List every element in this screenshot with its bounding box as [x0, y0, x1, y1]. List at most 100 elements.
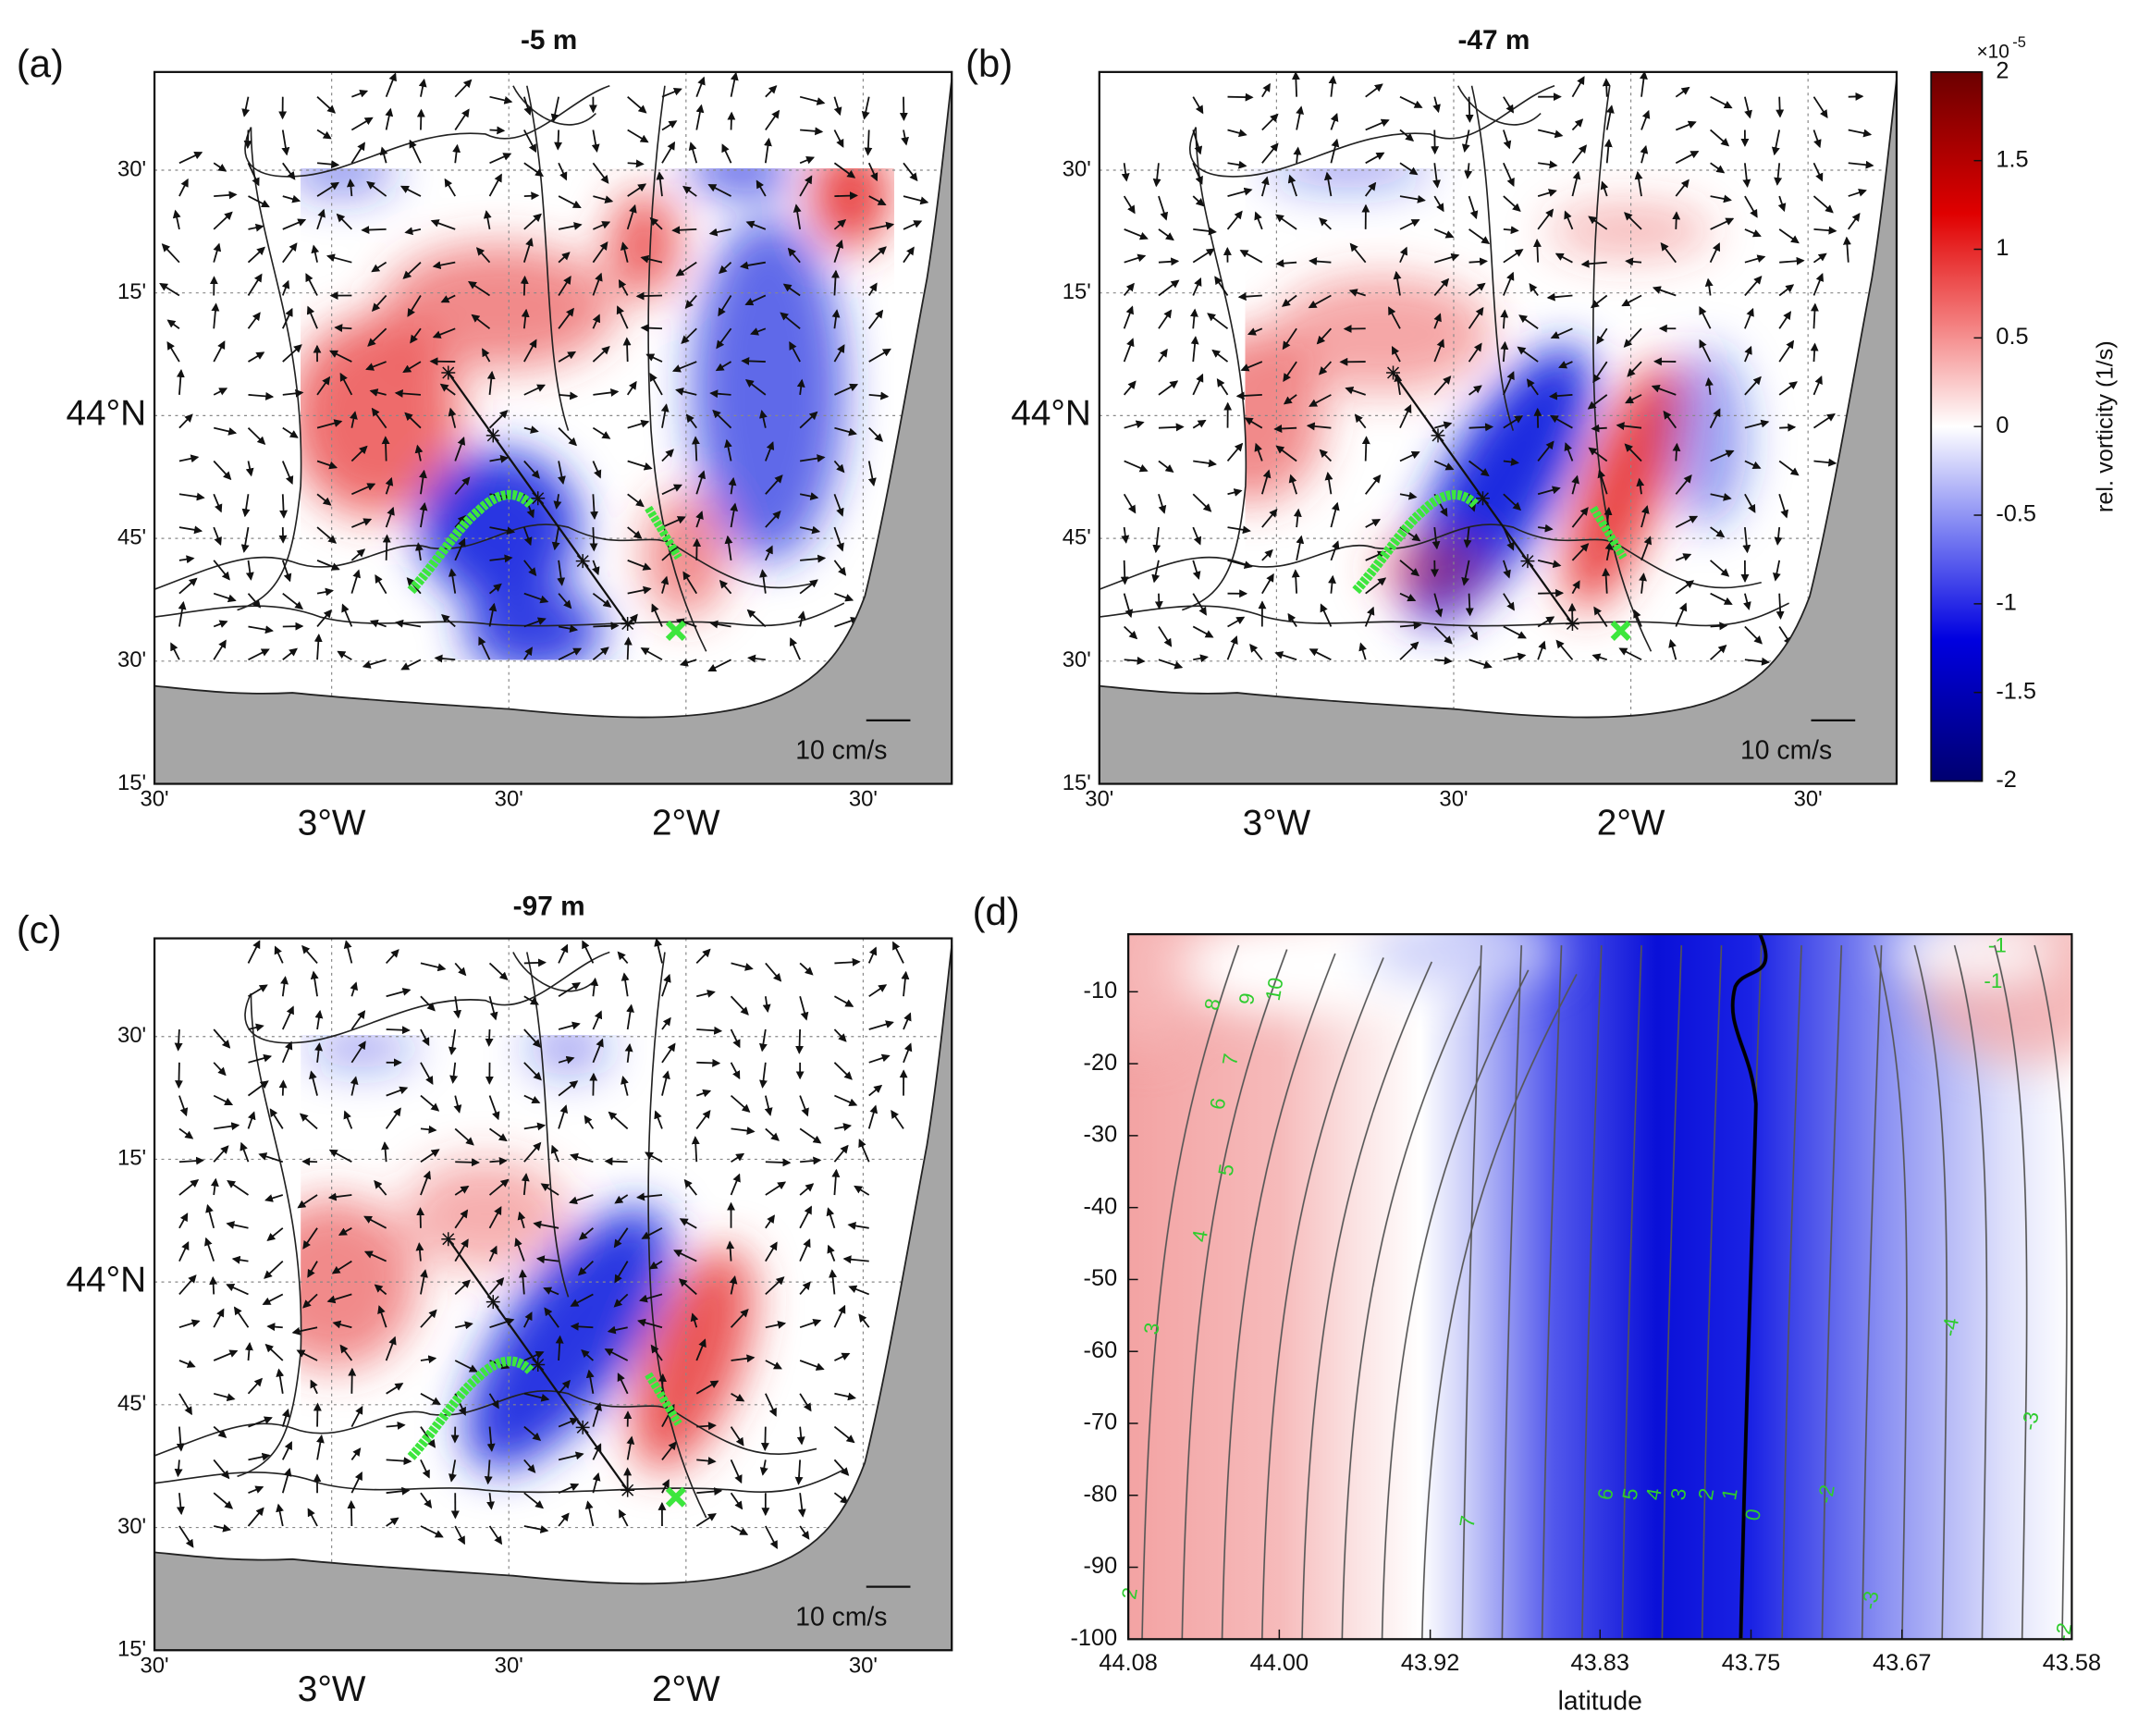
contour-label: 3 [1139, 1321, 1164, 1336]
velocity-arrow [213, 1145, 229, 1163]
velocity-arrow [1152, 526, 1161, 554]
velocity-arrow [660, 403, 670, 428]
velocity-arrow [1282, 294, 1297, 307]
velocity-arrow [488, 173, 502, 197]
velocity-arrow [178, 413, 193, 429]
velocity-arrow [227, 1180, 249, 1196]
velocity-arrow [166, 319, 180, 330]
contour-label: -3 [2018, 1410, 2044, 1432]
velocity-arrow [379, 146, 388, 164]
velocity-arrow [640, 254, 663, 264]
x-tick-label: 30' [141, 1653, 169, 1678]
velocity-arrow [483, 210, 492, 230]
velocity-arrow [592, 241, 608, 264]
velocity-arrow [386, 1383, 404, 1395]
blobs [1128, 934, 2072, 1063]
velocity-arrow [371, 261, 387, 273]
velocity-arrow [799, 1393, 812, 1412]
velocity-arrow [688, 142, 698, 164]
velocity-arrow [1261, 113, 1279, 131]
velocity-arrow [1744, 276, 1763, 297]
land [154, 79, 953, 785]
velocity-arrow [386, 1457, 412, 1466]
contour-line [1461, 945, 1482, 1640]
velocity-arrow [1192, 162, 1203, 185]
contour-line [1913, 944, 1948, 1640]
velocity-arrow [213, 1459, 230, 1480]
velocity-arrow [316, 208, 326, 230]
velocity-arrow [350, 1010, 366, 1030]
velocity-arrow [1709, 645, 1727, 660]
velocity-arrow [211, 302, 220, 329]
velocity-arrow [316, 560, 340, 571]
velocity-arrow [1261, 548, 1273, 561]
velocity-arrow [326, 1293, 352, 1304]
velocity-arrow [589, 1072, 598, 1096]
velocity-arrow [176, 1493, 185, 1516]
velocity-arrow [640, 647, 663, 661]
isobath [237, 127, 302, 611]
velocity-arrow [282, 218, 307, 230]
velocity-arrow [1433, 339, 1445, 363]
velocity-arrow [420, 1355, 437, 1364]
vorticity-field [1245, 168, 1748, 626]
velocity-arrow [306, 305, 318, 329]
velocity-arrow [1274, 651, 1297, 661]
velocity-arrow [213, 526, 222, 547]
velocity-arrow [444, 178, 456, 197]
contour-line [1341, 966, 1481, 1640]
velocity-arrow [248, 648, 270, 661]
station-mark [1476, 491, 1490, 506]
colorbar-multiplier: ×10 [1976, 41, 2009, 62]
colorbar-tick-label: 2 [1996, 58, 2009, 84]
velocity-arrow [434, 654, 456, 663]
velocity-arrow [1399, 560, 1419, 577]
velocity-arrow [281, 560, 292, 583]
velocity-arrow [328, 1149, 352, 1163]
velocity-arrow [683, 1178, 697, 1196]
velocity-arrow [868, 1084, 883, 1097]
velocity-arrow [264, 1343, 284, 1361]
velocity-arrow [1778, 460, 1800, 476]
velocity-arrow [176, 1426, 185, 1452]
velocity-arrow [247, 593, 262, 609]
velocity-arrow [1710, 95, 1733, 109]
velocity-arrow [518, 1269, 527, 1295]
velocity-arrow [1776, 96, 1785, 118]
velocity-arrow [558, 307, 574, 329]
field-blob [1365, 934, 1559, 987]
velocity-arrow [1328, 75, 1337, 97]
velocity-arrow [1503, 625, 1527, 639]
velocity-arrow [1651, 384, 1677, 396]
velocity-arrow [1503, 652, 1527, 661]
x-tick-label: 44.08 [1099, 1650, 1157, 1676]
velocity-arrow [765, 1158, 792, 1167]
velocity-arrow [374, 1284, 387, 1296]
velocity-arrow [558, 461, 566, 485]
velocity-arrow [523, 560, 537, 577]
velocity-arrow [592, 346, 610, 363]
velocity-arrow [834, 592, 854, 602]
velocity-arrow [827, 1244, 836, 1262]
velocity-arrow [592, 1443, 602, 1460]
x-axis-label: latitude [1558, 1686, 1642, 1716]
velocity-arrow [385, 476, 394, 495]
x-tick-label: 30' [1085, 787, 1113, 812]
velocity-arrow [420, 1062, 434, 1085]
velocity-arrow [867, 1104, 879, 1129]
velocity-arrow [1537, 616, 1555, 628]
velocity-arrow [1593, 606, 1608, 627]
velocity-arrow [1503, 271, 1515, 296]
panel-label: (a) [17, 42, 64, 85]
glider-track [1589, 505, 1628, 560]
contour-label: -2 [2050, 1621, 2076, 1644]
velocity-arrow [1227, 616, 1246, 628]
x-tick-label: 30' [1794, 787, 1823, 812]
velocity-arrow [627, 419, 650, 429]
velocity-arrow [831, 269, 840, 296]
velocity-arrow [695, 1338, 707, 1361]
velocity-arrow [454, 476, 471, 495]
velocity-arrow [868, 309, 884, 329]
velocity-arrow [1500, 340, 1509, 363]
velocity-arrow [523, 1350, 545, 1361]
